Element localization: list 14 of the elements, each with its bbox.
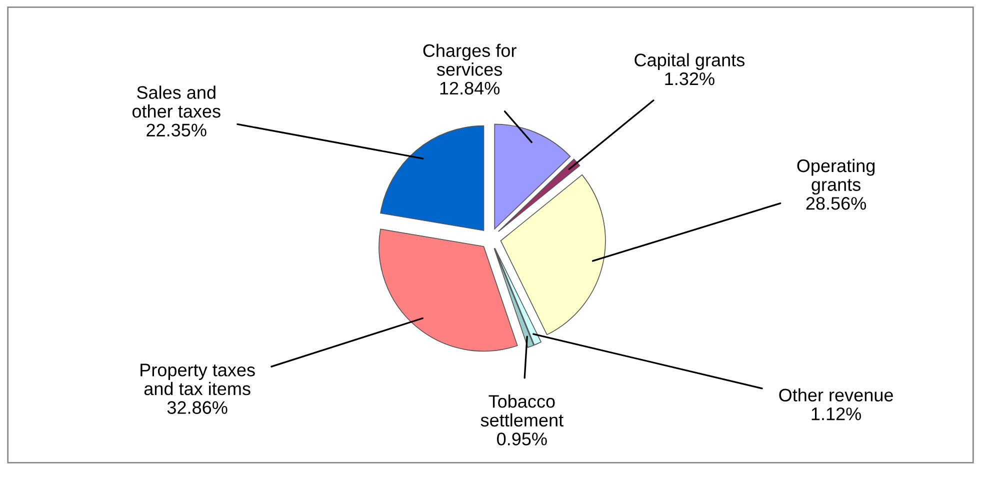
- data-label: 1.32%: [665, 72, 714, 86]
- data-label: 32.86%: [167, 401, 228, 414]
- slice-label: Property taxes and tax items: [140, 364, 255, 396]
- slice-label: Capital grants: [634, 53, 744, 70]
- slice-label: Other revenue: [779, 388, 893, 402]
- data-label: 22.35%: [146, 124, 206, 136]
- slice-label: Operating grants: [797, 158, 875, 195]
- data-label: 1.12%: [812, 407, 861, 420]
- slice-label: Sales and other taxes: [132, 86, 220, 118]
- data-label: 12.84%: [440, 82, 500, 95]
- slice-label: Charges for services: [423, 44, 516, 76]
- slice-label: Tobacco settlement: [480, 394, 564, 427]
- data-label: 0.95%: [497, 432, 547, 446]
- data-label: 28.56%: [806, 197, 866, 210]
